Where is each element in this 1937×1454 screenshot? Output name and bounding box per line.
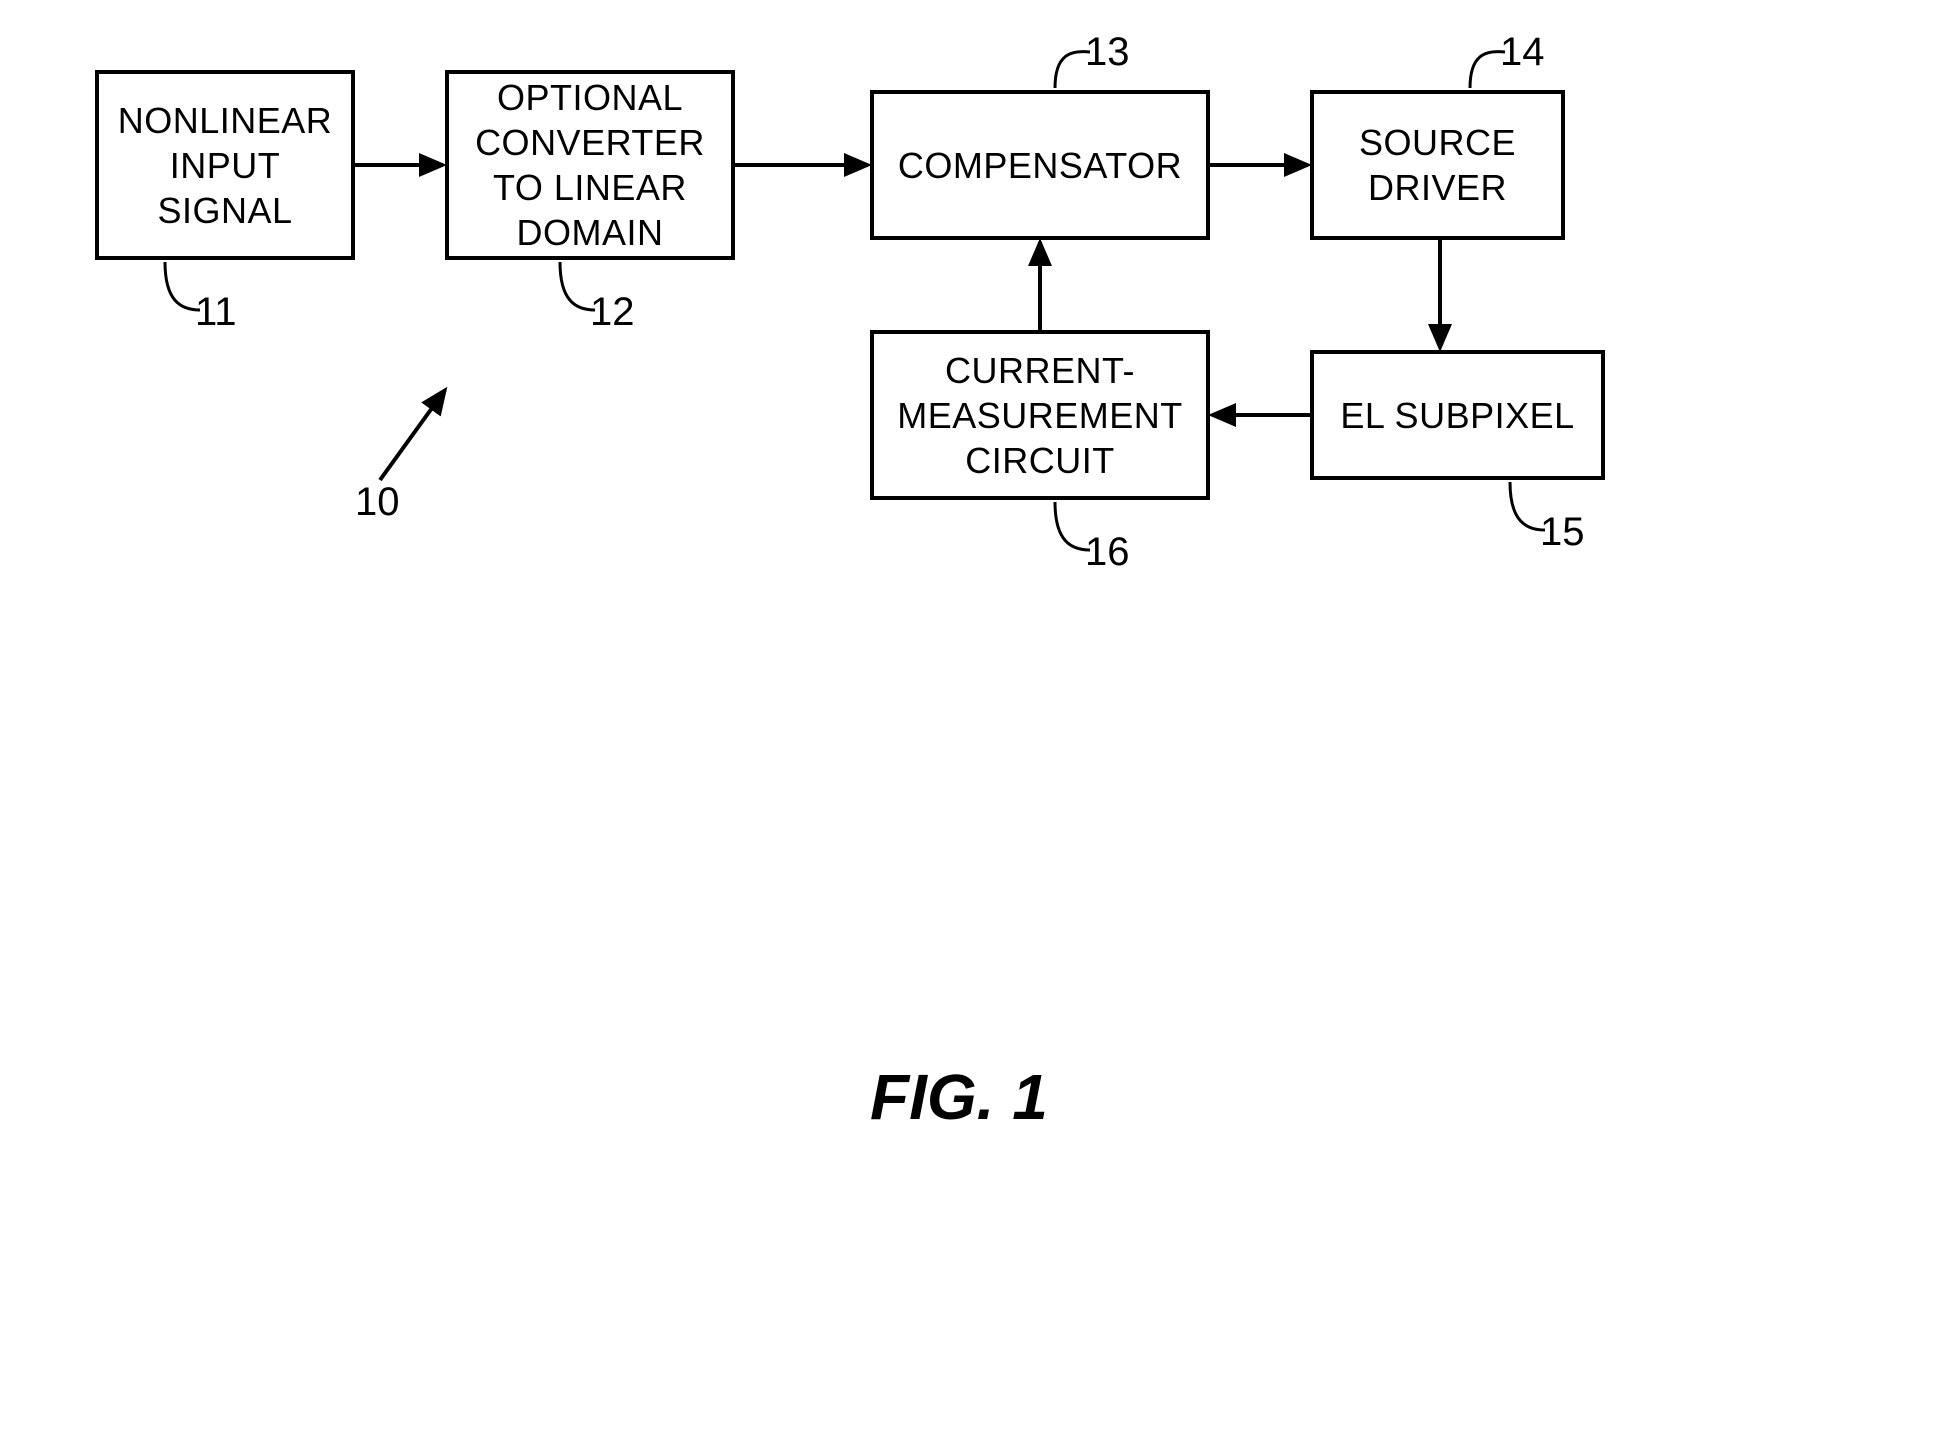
ref-label-11: 11	[195, 290, 237, 335]
figure-canvas: NONLINEARINPUTSIGNAL OPTIONALCONVERTERTO…	[0, 0, 1937, 1454]
node-compensator: COMPENSATOR	[870, 90, 1210, 240]
node-label: CURRENT-MEASUREMENTCIRCUIT	[897, 348, 1183, 483]
arrow-overall-ref-10	[380, 390, 445, 480]
node-el-subpixel: EL SUBPIXEL	[1310, 350, 1605, 480]
ref-label-15: 15	[1540, 510, 1585, 555]
ref-label-14: 14	[1500, 30, 1545, 75]
ref-label-13: 13	[1085, 30, 1130, 75]
node-source-driver: SOURCEDRIVER	[1310, 90, 1565, 240]
figure-title: FIG. 1	[870, 1060, 1048, 1134]
node-label: EL SUBPIXEL	[1340, 393, 1574, 438]
ref-label-16: 16	[1085, 530, 1130, 575]
ref-label-12: 12	[590, 290, 635, 335]
node-label: NONLINEARINPUTSIGNAL	[118, 98, 333, 233]
ref-label-10: 10	[355, 480, 400, 525]
node-optional-converter: OPTIONALCONVERTERTO LINEARDOMAIN	[445, 70, 735, 260]
node-current-measurement-circuit: CURRENT-MEASUREMENTCIRCUIT	[870, 330, 1210, 500]
node-nonlinear-input-signal: NONLINEARINPUTSIGNAL	[95, 70, 355, 260]
node-label: COMPENSATOR	[898, 143, 1182, 188]
node-label: OPTIONALCONVERTERTO LINEARDOMAIN	[475, 75, 705, 255]
node-label: SOURCEDRIVER	[1359, 120, 1516, 210]
